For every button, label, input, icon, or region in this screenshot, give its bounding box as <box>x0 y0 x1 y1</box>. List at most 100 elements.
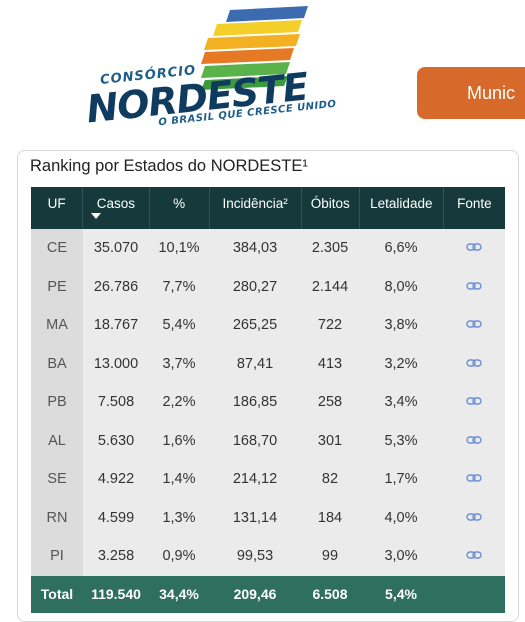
col-header-casos[interactable]: Casos <box>82 187 148 229</box>
cell-percent: 1,3% <box>162 509 196 526</box>
cell-casos: 3.258 <box>97 548 135 565</box>
table-row: PB 7.508 2,2% 186,85 258 3,4% <box>31 383 505 422</box>
cell-obitos: 82 <box>321 471 339 488</box>
ranking-card: Ranking por Estados do NORDESTE¹ UF Caso… <box>17 150 519 622</box>
cell-incidencia: 168,70 <box>232 432 278 449</box>
col-header-letalidade[interactable]: Letalidade <box>358 187 443 229</box>
cell-fonte <box>443 317 505 333</box>
cell-uf: AL <box>31 421 83 460</box>
total-percent: 34,4% <box>159 586 199 602</box>
cell-letalidade: 4,0% <box>384 509 418 526</box>
cell-uf: PB <box>31 383 83 422</box>
cell-fonte <box>443 510 505 526</box>
table-body: CE 35.070 10,1% 384,03 2.305 6,6% PE 26.786 7,7%… <box>31 229 505 576</box>
cell-incidencia: 280,27 <box>232 278 278 295</box>
ranking-table: UF Casos % Incidência² Óbitos Letalidade… <box>31 187 505 613</box>
cell-casos: 5.630 <box>97 432 135 449</box>
ranking-title: Ranking por Estados do NORDESTE¹ <box>30 157 308 175</box>
table-row: RN 4.599 1,3% 131,14 184 4,0% <box>31 498 505 537</box>
municipios-button[interactable]: Munic <box>417 67 525 119</box>
link-icon[interactable] <box>466 279 482 290</box>
cell-incidencia: 87,41 <box>236 355 274 372</box>
cell-fonte <box>443 279 505 295</box>
cell-uf: BA <box>31 344 83 383</box>
table-row: BA 13.000 3,7% 87,41 413 3,2% <box>31 344 505 383</box>
cell-obitos: 99 <box>321 548 339 565</box>
cell-uf: SE <box>31 460 83 499</box>
cell-fonte <box>443 394 505 410</box>
cell-incidencia: 99,53 <box>236 548 274 565</box>
cell-fonte <box>443 356 505 372</box>
link-icon[interactable] <box>466 317 482 328</box>
logo-stripes-graphic <box>201 6 308 90</box>
cell-percent: 0,9% <box>162 548 196 565</box>
table-row: PE 26.786 7,7% 280,27 2.144 8,0% <box>31 267 505 306</box>
cell-letalidade: 3,0% <box>384 548 418 565</box>
cell-casos: 26.786 <box>93 278 139 295</box>
cell-casos: 18.767 <box>93 317 139 334</box>
cell-letalidade: 3,8% <box>384 317 418 334</box>
link-icon[interactable] <box>466 510 482 521</box>
consorcio-nordeste-logo: CONSÓRCIO NORDESTE O BRASIL QUE CRESCE U… <box>80 4 370 134</box>
cell-percent: 1,6% <box>162 432 196 449</box>
cell-uf: CE <box>31 229 83 268</box>
cell-percent: 2,2% <box>162 394 196 411</box>
total-incidencia: 209,46 <box>233 586 277 602</box>
cell-obitos: 413 <box>317 355 343 372</box>
table-row: SE 4.922 1,4% 214,12 82 1,7% <box>31 460 505 499</box>
cell-percent: 3,7% <box>162 355 196 372</box>
cell-obitos: 184 <box>317 509 343 526</box>
col-header-uf[interactable]: UF <box>47 196 66 211</box>
table-row: CE 35.070 10,1% 384,03 2.305 6,6% <box>31 229 505 268</box>
col-header-obitos[interactable]: Óbitos <box>300 187 359 229</box>
link-icon[interactable] <box>466 471 482 482</box>
cell-obitos: 2.305 <box>311 240 349 257</box>
cell-percent: 1,4% <box>162 471 196 488</box>
cell-incidencia: 131,14 <box>232 509 278 526</box>
cell-percent: 7,7% <box>162 278 196 295</box>
cell-casos: 4.922 <box>97 471 135 488</box>
cell-obitos: 722 <box>317 317 343 334</box>
cell-fonte <box>443 433 505 449</box>
municipios-button-label: Munic <box>467 83 516 103</box>
cell-uf: PI <box>31 537 83 576</box>
col-header-percent[interactable]: % <box>148 187 209 229</box>
cell-obitos: 258 <box>317 394 343 411</box>
cell-percent: 10,1% <box>158 240 200 257</box>
cell-casos: 13.000 <box>93 355 139 372</box>
col-header-fonte[interactable]: Fonte <box>442 187 505 229</box>
cell-fonte <box>443 548 505 564</box>
link-icon[interactable] <box>466 356 482 367</box>
link-icon[interactable] <box>466 240 482 251</box>
cell-uf: RN <box>31 498 83 537</box>
cell-letalidade: 3,2% <box>384 355 418 372</box>
total-letalidade: 5,4% <box>385 586 417 602</box>
table-row: AL 5.630 1,6% 168,70 301 5,3% <box>31 421 505 460</box>
cell-uf: MA <box>31 306 83 345</box>
link-icon[interactable] <box>466 433 482 444</box>
col-header-casos-label: Casos <box>96 196 136 211</box>
table-header-row: UF Casos % Incidência² Óbitos Letalidade… <box>31 187 505 229</box>
link-icon[interactable] <box>466 548 482 559</box>
cell-casos: 4.599 <box>97 509 135 526</box>
table-row: PI 3.258 0,9% 99,53 99 3,0% <box>31 537 505 576</box>
cell-casos: 7.508 <box>97 394 135 411</box>
cell-obitos: 301 <box>317 432 343 449</box>
cell-fonte <box>443 471 505 487</box>
cell-incidencia: 186,85 <box>232 394 278 411</box>
total-label: Total <box>40 586 74 602</box>
link-icon[interactable] <box>466 394 482 405</box>
cell-incidencia: 384,03 <box>232 240 278 257</box>
total-casos: 119.540 <box>91 586 141 602</box>
cell-uf: PE <box>31 267 83 306</box>
cell-letalidade: 6,6% <box>384 240 418 257</box>
col-header-incidencia[interactable]: Incidência² <box>208 187 301 229</box>
cell-incidencia: 265,25 <box>232 317 278 334</box>
total-obitos: 6.508 <box>312 586 348 602</box>
cell-obitos: 2.144 <box>311 278 349 295</box>
cell-incidencia: 214,12 <box>232 471 278 488</box>
table-row: MA 18.767 5,4% 265,25 722 3,8% <box>31 306 505 345</box>
cell-fonte <box>443 240 505 256</box>
cell-letalidade: 3,4% <box>384 394 418 411</box>
cell-casos: 35.070 <box>93 240 139 257</box>
